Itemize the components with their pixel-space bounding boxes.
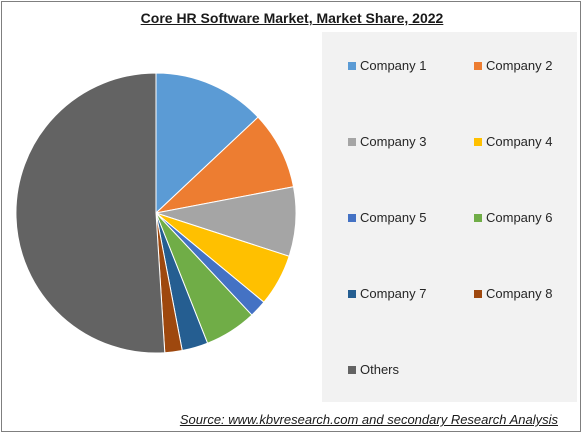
source-note: Source: www.kbvresearch.com and secondar… (179, 412, 558, 427)
legend-item-company-7: Company 7 (348, 286, 426, 301)
legend-label: Company 4 (486, 134, 553, 149)
legend-label: Company 6 (486, 210, 553, 225)
chart-title: Core HR Software Market, Market Share, 2… (140, 10, 444, 26)
pie-slice-company-2 (154, 116, 295, 214)
legend-item-company-6: Company 6 (474, 210, 552, 225)
legend-swatch (474, 213, 482, 222)
pie-slice-company-1 (155, 72, 259, 215)
legend-swatch (348, 137, 356, 146)
legend-swatch (348, 61, 356, 70)
legend-swatch (348, 365, 356, 374)
legend-item-others: Others (348, 362, 399, 377)
legend-label: Company 1 (360, 58, 427, 73)
legend-item-company-4: Company 4 (474, 134, 552, 149)
legend-swatch (474, 289, 482, 298)
legend-label: Company 7 (360, 286, 427, 301)
legend-swatch (348, 213, 356, 222)
legend-item-company-8: Company 8 (474, 286, 552, 301)
legend: Company 1 Company 2 Company 3 Company 4 Comp… (322, 32, 577, 402)
legend-item-company-5: Company 5 (348, 210, 426, 225)
legend-swatch (348, 289, 356, 298)
legend-swatch (474, 61, 482, 70)
legend-label: Company 8 (486, 286, 553, 301)
legend-swatch (474, 137, 482, 146)
pie-slice-others (15, 72, 166, 354)
legend-item-company-1: Company 1 (348, 58, 426, 73)
legend-item-company-2: Company 2 (474, 58, 552, 73)
legend-item-company-3: Company 3 (348, 134, 426, 149)
legend-label: Others (360, 362, 400, 377)
pie-chart (15, 72, 297, 354)
legend-label: Company 5 (360, 210, 427, 225)
legend-label: Company 3 (360, 134, 427, 149)
legend-label: Company 2 (486, 58, 553, 73)
